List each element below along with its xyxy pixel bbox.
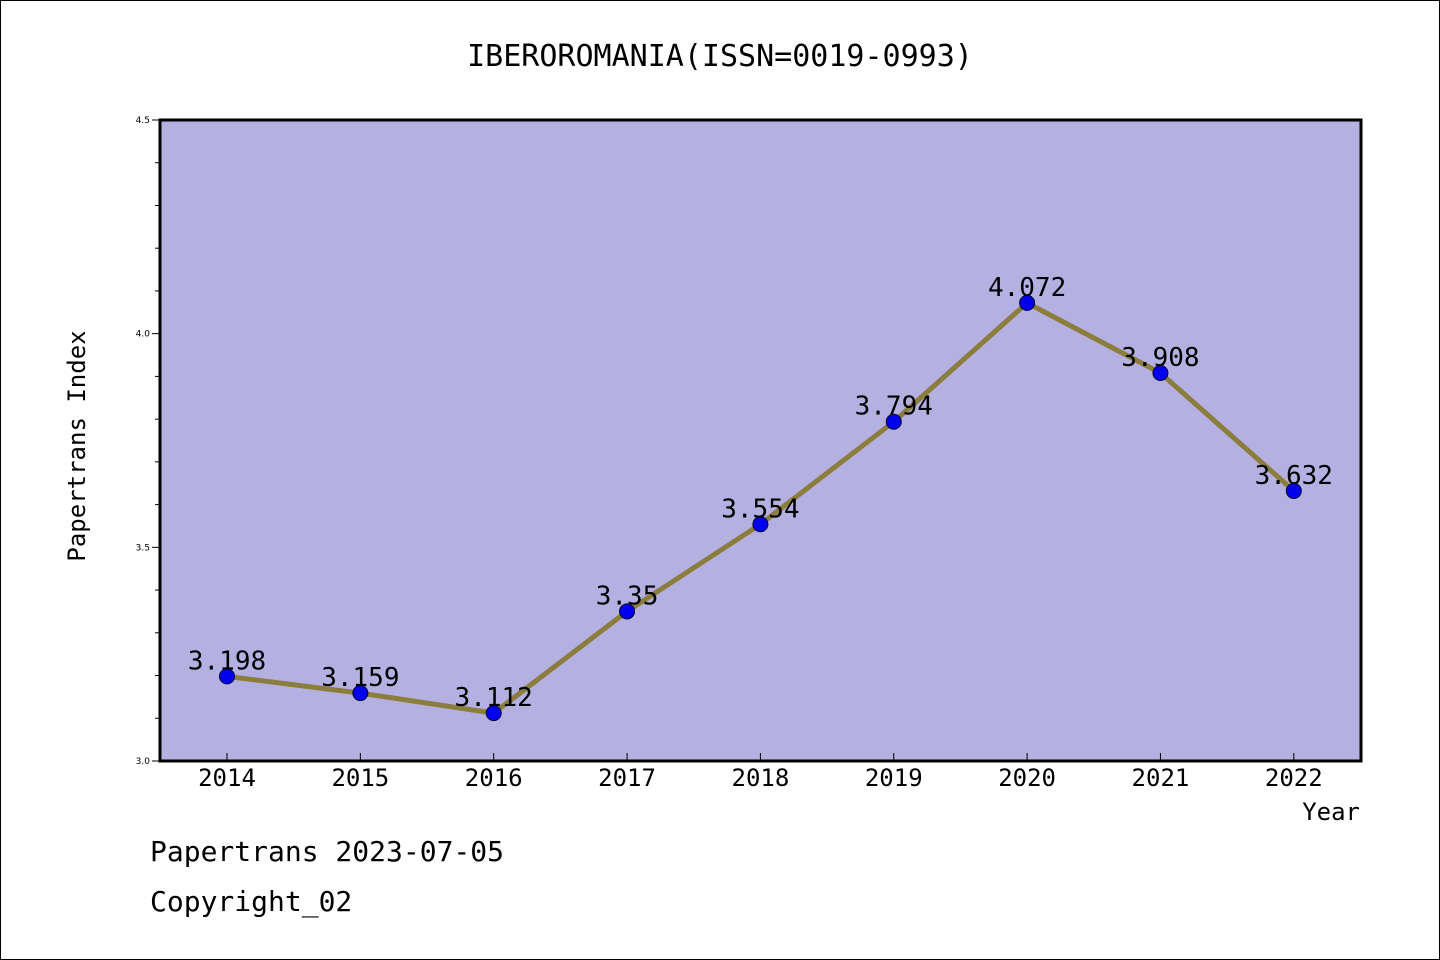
data-label: 4.072 xyxy=(988,273,1066,303)
x-tick-label: 2017 xyxy=(598,764,656,792)
y-axis-label: Papertrans Index xyxy=(63,330,91,561)
chart-title: IBEROROMANIA(ISSN=0019-0993) xyxy=(467,39,973,74)
x-axis-label: Year xyxy=(1302,798,1360,826)
data-point xyxy=(352,685,369,702)
y-tick-label: 3.5 xyxy=(136,543,150,553)
x-tick-label: 2018 xyxy=(732,764,790,792)
data-point xyxy=(752,516,769,533)
data-labels: 3.198 3.159 3.112 3.35 3.554 3.794 4.072 3.908 3… xyxy=(188,273,1333,713)
data-point xyxy=(619,603,636,620)
y-tick-label: 3.0 xyxy=(136,757,151,767)
x-tick-label: 2015 xyxy=(331,764,389,792)
y-axis: 3.0 3.5 4.0 4.5 xyxy=(136,116,160,767)
x-tick-label: 2020 xyxy=(998,764,1056,792)
data-point xyxy=(1019,294,1036,311)
x-tick-label: 2019 xyxy=(865,764,923,792)
plot-area xyxy=(158,118,1363,763)
data-label: 3.554 xyxy=(721,494,799,524)
data-label: 3.35 xyxy=(596,581,659,611)
data-label: 3.112 xyxy=(455,683,533,713)
data-label: 3.632 xyxy=(1255,461,1333,491)
x-tick-label: 2016 xyxy=(465,764,523,792)
data-point xyxy=(1152,364,1169,381)
data-point xyxy=(1285,482,1302,499)
footer-date: Papertrans 2023-07-05 xyxy=(150,835,505,868)
x-tick-label: 2014 xyxy=(198,764,256,792)
data-point xyxy=(485,705,502,722)
data-point xyxy=(219,668,235,685)
footer-copyright: Copyright_02 xyxy=(150,885,353,918)
x-tick-label: 2021 xyxy=(1132,764,1190,792)
data-label: 3.198 xyxy=(188,646,266,676)
y-tick-label: 4.0 xyxy=(136,330,151,340)
data-point xyxy=(885,413,902,430)
data-label: 3.159 xyxy=(321,663,399,693)
data-label: 3.794 xyxy=(855,392,933,422)
data-label: 3.908 xyxy=(1121,343,1199,373)
y-tick-label: 4.5 xyxy=(136,116,150,126)
series-markers xyxy=(219,294,1302,722)
x-axis: 2014 2015 2016 2017 2018 2019 2020 2021 2022 xyxy=(198,753,1323,792)
x-tick-label: 2022 xyxy=(1265,764,1323,792)
